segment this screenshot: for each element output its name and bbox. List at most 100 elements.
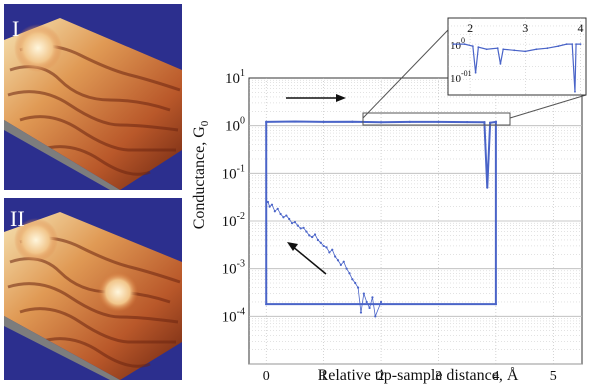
approach-arrow: [286, 94, 346, 102]
y-tick-label: 10-1: [222, 163, 245, 182]
inset-data-point: [513, 49, 516, 52]
inset-data-point: [557, 45, 560, 48]
data-point: [345, 267, 348, 270]
inset-plot-area: [447, 17, 587, 96]
x-tick-label: 2: [378, 369, 385, 384]
data-point: [365, 300, 368, 304]
stm-surface-1-highlight: [14, 24, 62, 72]
data-point: [316, 238, 319, 242]
inset-data-point: [471, 45, 474, 48]
data-point: [311, 235, 314, 239]
data-point: [342, 260, 345, 263]
data-point: [268, 205, 271, 208]
data-point: [322, 120, 325, 123]
inset-y-tick-labels: 100 10-01: [450, 36, 472, 85]
inset-data-point: [463, 43, 466, 46]
panel-label-1: I: [12, 16, 19, 41]
y-axis-label: Conductance, G0: [191, 120, 211, 229]
stm-surface-2-highlight-left: [14, 218, 58, 262]
zoom-connector-right: [509, 94, 587, 119]
x-axis-label: Relative tip-sample distance, Å: [318, 366, 519, 384]
data-point: [266, 200, 270, 204]
inset-series: [452, 43, 582, 93]
inset-data-point: [502, 48, 505, 51]
inset-x-tick-label: 3: [522, 21, 528, 35]
data-point: [348, 272, 351, 275]
inset-chart: 2 3 4 100 10-01: [447, 17, 587, 96]
data-point: [437, 120, 440, 123]
x-tick-label: 1: [320, 369, 327, 384]
data-point: [351, 120, 354, 123]
inset-data-point: [574, 90, 576, 93]
stm-surface-1-base: [4, 120, 120, 190]
data-point: [489, 121, 492, 124]
data-point: [270, 203, 274, 206]
data-point: [293, 120, 297, 123]
inset-data-point: [452, 43, 455, 46]
zoom-connectors: [362, 29, 587, 126]
data-point: [374, 315, 377, 318]
inset-data-point: [565, 43, 568, 46]
x-tick-labels: 0 1 2 3 4 5: [263, 369, 557, 384]
data-point: [486, 186, 489, 189]
data-point: [334, 255, 337, 258]
stm-surface-2-ridges: [7, 236, 181, 368]
stm-panel-2: II: [4, 198, 182, 380]
data-point: [293, 220, 297, 224]
y-tick-label: 101: [225, 68, 245, 87]
data-point: [339, 263, 342, 266]
data-point: [328, 251, 331, 254]
data-point: [279, 212, 282, 216]
data-point: [299, 227, 302, 230]
y-axis-label-text: Conductance, G: [191, 126, 208, 230]
x-tick-label: 5: [550, 369, 557, 384]
data-point: [305, 230, 308, 233]
data-point: [354, 281, 357, 285]
y-tick-labels: 101 100 10-1 10-2 10-3 10-4: [222, 68, 245, 325]
inset-data-point: [571, 43, 574, 46]
y-tick-label: 10-4: [222, 306, 245, 325]
inset-data-point: [546, 47, 549, 50]
data-point: [379, 121, 383, 124]
retraction-arrow: [287, 242, 327, 275]
main-grid: [249, 78, 582, 365]
data-point: [362, 292, 365, 295]
inset-data-point: [499, 62, 502, 65]
inset-data-point: [524, 50, 527, 53]
inset-x-tick-label: 4: [577, 21, 583, 35]
x-tick-label: 4: [492, 369, 499, 384]
data-point: [265, 303, 268, 306]
data-point: [368, 306, 371, 310]
x-tick-label: 3: [435, 369, 442, 384]
stm-surface-2-adatom: [98, 272, 138, 312]
data-point: [276, 207, 279, 210]
data-point: [356, 286, 360, 289]
inset-data-point: [496, 47, 499, 50]
inset-data-point: [477, 46, 480, 49]
main-series: [265, 120, 497, 318]
data-point: [331, 248, 334, 251]
data-point: [336, 259, 340, 262]
data-point: [494, 120, 497, 123]
data-point: [282, 216, 285, 219]
data-point: [483, 121, 486, 124]
series-line: [267, 201, 382, 318]
data-point: [296, 224, 299, 227]
data-point: [466, 120, 469, 124]
data-point: [273, 210, 276, 213]
inset-x-tick-label: 2: [467, 21, 473, 35]
data-point: [359, 311, 363, 314]
y-tick-label: 100: [225, 116, 245, 135]
inset-y-tick-label: 10-01: [450, 69, 472, 85]
data-point: [265, 120, 268, 123]
y-tick-label: 10-3: [222, 259, 245, 278]
data-point: [302, 226, 305, 229]
data-point: [351, 278, 354, 281]
inset-y-tick-label: 100: [450, 36, 465, 52]
data-point: [408, 120, 411, 123]
data-point: [313, 233, 317, 236]
data-point: [288, 217, 291, 221]
data-point: [322, 244, 325, 248]
inset-data-point: [474, 71, 477, 74]
y-tick-label: 10-2: [222, 211, 245, 230]
